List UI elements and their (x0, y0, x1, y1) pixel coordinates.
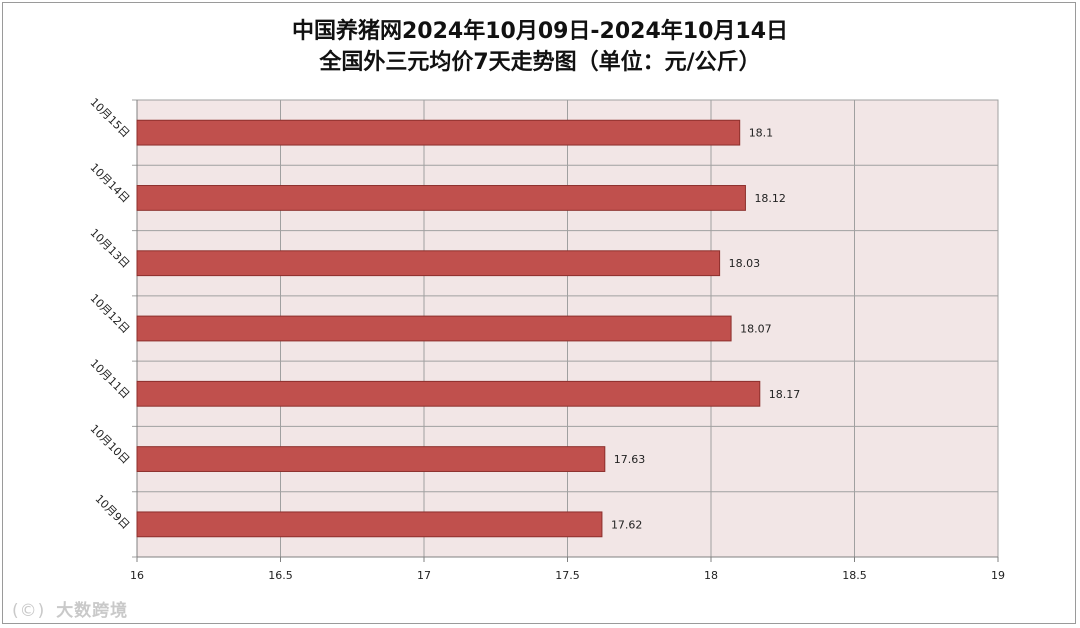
watermark-logo-icon: (©) (12, 601, 46, 621)
chart-title-line-2: 全国外三元均价7天走势图（单位：元/公斤） (319, 50, 761, 75)
y-category-label: 10月9日 (92, 492, 132, 532)
watermark: (©) 大数跨境 (12, 596, 128, 621)
x-tick-label: 16.5 (268, 569, 293, 582)
y-category-label: 10月13日 (88, 226, 133, 271)
y-category-label: 10月12日 (88, 291, 133, 336)
x-tick-label: 18.5 (842, 569, 867, 582)
x-tick-label: 17.5 (555, 569, 580, 582)
bar (136, 446, 606, 472)
watermark-text: 大数跨境 (56, 601, 129, 621)
bar (136, 250, 721, 277)
bar-value-label: 17.62 (611, 518, 643, 531)
bar-value-label: 18.17 (769, 388, 801, 401)
bar (136, 119, 741, 146)
y-category-label: 10月14日 (88, 161, 133, 206)
bar-value-label: 17.63 (614, 453, 646, 466)
x-tick-label: 18 (704, 569, 718, 582)
bar-value-label: 18.12 (754, 192, 786, 205)
x-tick-label: 19 (991, 569, 1005, 582)
bar (136, 380, 761, 407)
bar (136, 511, 603, 538)
bar-value-label: 18.03 (729, 257, 761, 270)
bar-value-label: 18.1 (749, 127, 774, 140)
x-tick-label: 17 (417, 569, 431, 582)
y-category-label: 10月10日 (88, 422, 133, 467)
bar-value-label: 18.07 (740, 323, 772, 336)
x-tick-label: 16 (130, 569, 144, 582)
bar (136, 315, 732, 342)
chart-title-line-1: 中国养猪网2024年10月09日-2024年10月14日 (291, 19, 789, 44)
y-category-label: 10月15日 (88, 96, 133, 141)
y-category-label: 10月11日 (88, 357, 133, 402)
bar (136, 185, 746, 211)
